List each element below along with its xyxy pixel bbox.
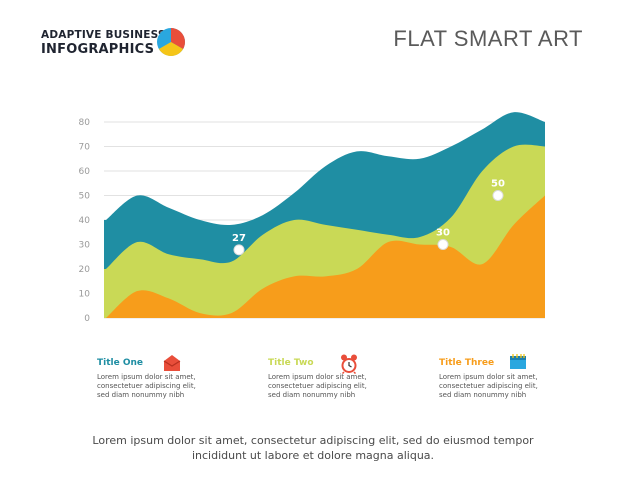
pie-logo-icon — [157, 28, 185, 56]
marker-point — [233, 244, 245, 256]
legend-desc-1-line-2: consectetuer adipiscing elit, — [97, 382, 196, 390]
brand-line-1: ADAPTIVE BUSINESS — [41, 29, 166, 41]
legend-title-2: Title Two — [268, 358, 314, 368]
legend-item-3: Title Three Lorem ipsum dolor sit amet, … — [439, 354, 569, 400]
legend-desc-2-line-3: sed diam nonummy nibh — [268, 391, 356, 399]
area-series-orange — [104, 195, 545, 318]
legend-title-3: Title Three — [439, 358, 495, 368]
brand-line-2: INFOGRAPHICS — [41, 42, 155, 57]
legend-desc-1-line-1: Lorem ipsum dolor sit amet, — [97, 373, 196, 381]
marker-label: 50 — [491, 179, 505, 190]
y-tick-label: 30 — [79, 241, 91, 251]
y-tick-label: 70 — [79, 143, 91, 153]
marker-point — [437, 239, 449, 250]
legend-desc-3-line-1: Lorem ipsum dolor sit amet, — [439, 373, 538, 381]
footer-line-1: Lorem ipsum dolor sit amet, consectetur … — [92, 434, 534, 447]
legend-desc-2-line-1: Lorem ipsum dolor sit amet, — [268, 373, 367, 381]
legend-desc-2: Lorem ipsum dolor sit amet, consectetuer… — [268, 373, 398, 400]
legend-title-1: Title One — [97, 358, 144, 368]
y-tick-label: 60 — [79, 167, 91, 177]
chart-markers: 27 30 50 — [232, 179, 505, 256]
legend-item-2: Title Two Lorem ipsum dolor sit amet, co… — [268, 354, 398, 400]
marker-point — [492, 190, 504, 201]
legend-desc-1: Lorem ipsum dolor sit amet, consectetuer… — [97, 373, 227, 400]
envelope-icon — [163, 355, 181, 371]
y-tick-label: 10 — [79, 290, 91, 300]
legend-desc-3-line-2: consectetuer adipiscing elit, — [439, 382, 538, 390]
legend-desc-2-line-2: consectetuer adipiscing elit, — [268, 382, 367, 390]
y-tick-label: 20 — [79, 265, 91, 275]
legend-item-1: Title One Lorem ipsum dolor sit amet, co… — [97, 355, 227, 400]
alarm-clock-icon — [341, 354, 357, 374]
chart-areas — [104, 112, 545, 318]
legend-desc-3-line-3: sed diam nonummy nibh — [439, 391, 527, 399]
y-tick-label: 40 — [79, 216, 91, 226]
footer-text: Lorem ipsum dolor sit amet, consectetur … — [0, 433, 626, 463]
y-tick-label: 50 — [79, 192, 91, 202]
y-tick-label: 80 — [79, 118, 91, 128]
page-title: FLAT SMART ART — [393, 26, 583, 51]
marker-label: 27 — [232, 233, 246, 244]
legend-desc-3: Lorem ipsum dolor sit amet, consectetuer… — [439, 373, 569, 400]
marker-label: 30 — [436, 228, 450, 239]
y-tick-label: 0 — [84, 314, 90, 324]
brand-block: ADAPTIVE BUSINESS INFOGRAPHICS — [41, 28, 166, 58]
footer-line-2: incididunt ut labore et dolore magna ali… — [191, 449, 435, 462]
legend-desc-1-line-3: sed diam nonummy nibh — [97, 391, 185, 399]
calendar-icon — [510, 354, 526, 369]
